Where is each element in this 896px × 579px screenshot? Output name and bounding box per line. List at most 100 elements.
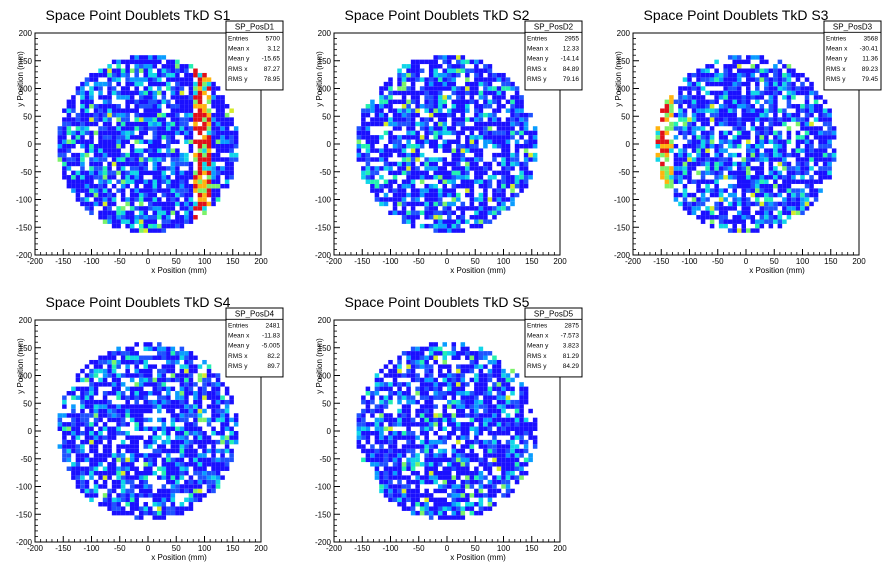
heatmap-cell — [94, 162, 99, 166]
heatmap-cell — [447, 211, 452, 215]
heatmap-cell — [153, 440, 158, 444]
heatmap-cell — [533, 153, 538, 157]
heatmap-cell — [58, 427, 63, 431]
heatmap-cell — [193, 480, 198, 484]
heatmap-cell — [424, 453, 429, 457]
heatmap-cell — [447, 404, 452, 408]
heatmap-cell — [121, 215, 126, 219]
heatmap-cell — [116, 395, 121, 399]
heatmap-cell — [80, 444, 85, 448]
heatmap-cell — [678, 202, 683, 206]
heatmap-cell — [465, 157, 470, 161]
heatmap-cell — [375, 467, 380, 471]
heatmap-cell — [62, 431, 67, 435]
heatmap-cell — [112, 391, 117, 395]
heatmap-cell — [98, 144, 103, 148]
heatmap-cell — [406, 162, 411, 166]
heatmap-cell — [107, 162, 112, 166]
heatmap-cell — [519, 166, 524, 170]
heatmap-cell — [134, 440, 139, 444]
heatmap-cell — [787, 197, 792, 201]
heatmap-cell — [98, 378, 103, 382]
heatmap-cell — [429, 157, 434, 161]
heatmap-cell — [171, 91, 176, 95]
heatmap-cell — [116, 404, 121, 408]
heatmap-cell — [116, 493, 121, 497]
heatmap-cell — [424, 489, 429, 493]
heatmap-cell — [402, 493, 407, 497]
heatmap-cell — [796, 86, 801, 90]
heatmap-cell — [361, 422, 366, 426]
heatmap-cell — [402, 409, 407, 413]
heatmap-cell — [823, 122, 828, 126]
heatmap-cell — [429, 73, 434, 77]
heatmap-cell — [501, 162, 506, 166]
heatmap-cell — [211, 467, 216, 471]
heatmap-cell — [225, 148, 230, 152]
heatmap-cell — [134, 188, 139, 192]
heatmap-cell — [442, 86, 447, 90]
heatmap-cell — [438, 391, 443, 395]
heatmap-cell — [234, 135, 239, 139]
heatmap-cell — [98, 382, 103, 386]
heatmap-cell — [189, 140, 194, 144]
heatmap-cell — [433, 91, 438, 95]
heatmap-cell — [420, 413, 425, 417]
heatmap-cell — [220, 126, 225, 130]
heatmap-cell — [130, 144, 135, 148]
heatmap-cell — [411, 462, 416, 466]
heatmap-cell — [98, 162, 103, 166]
heatmap-cell — [393, 498, 398, 502]
heatmap-cell — [184, 219, 189, 223]
heatmap-cell — [433, 206, 438, 210]
heatmap-cell — [411, 493, 416, 497]
heatmap-cell — [737, 219, 742, 223]
heatmap-cell — [773, 206, 778, 210]
heatmap-cell — [674, 166, 679, 170]
heatmap-cell — [488, 104, 493, 108]
heatmap-cell — [696, 91, 701, 95]
heatmap-cell — [497, 73, 502, 77]
heatmap-cell — [669, 113, 674, 117]
heatmap-cell — [388, 153, 393, 157]
heatmap-cell — [193, 95, 198, 99]
heatmap-cell — [67, 391, 72, 395]
heatmap-cell — [438, 180, 443, 184]
heatmap-cell — [501, 86, 506, 90]
heatmap-cell — [465, 175, 470, 179]
heatmap-cell — [184, 453, 189, 457]
heatmap-cell — [180, 400, 185, 404]
heatmap-cell — [773, 113, 778, 117]
heatmap-cell — [139, 113, 144, 117]
heatmap-cell — [143, 489, 148, 493]
heatmap-cell — [479, 193, 484, 197]
heatmap-cell — [103, 369, 108, 373]
x-tick-label: 200 — [553, 257, 567, 266]
heatmap-cell — [746, 166, 751, 170]
heatmap-cell — [189, 202, 194, 206]
heatmap-cell — [665, 100, 670, 104]
heatmap-cell — [166, 480, 171, 484]
heatmap-cell — [732, 135, 737, 139]
heatmap-cell — [98, 166, 103, 170]
heatmap-cell — [461, 126, 466, 130]
heatmap-cell — [737, 184, 742, 188]
heatmap-cell — [438, 502, 443, 506]
heatmap-cell — [80, 440, 85, 444]
heatmap-cell — [433, 113, 438, 117]
heatmap-cell — [80, 171, 85, 175]
heatmap-cell — [103, 413, 108, 417]
heatmap-cell — [143, 77, 148, 81]
heatmap-cell — [674, 171, 679, 175]
heatmap-cell — [447, 175, 452, 179]
heatmap-cell — [492, 215, 497, 219]
heatmap-cell — [701, 144, 706, 148]
heatmap-cell — [705, 157, 710, 161]
heatmap-cell — [769, 117, 774, 121]
heatmap-cell — [121, 489, 126, 493]
heatmap-cell — [787, 166, 792, 170]
heatmap-cell — [447, 400, 452, 404]
heatmap-cell — [769, 206, 774, 210]
heatmap-cell — [402, 206, 407, 210]
heatmap-cell — [438, 126, 443, 130]
